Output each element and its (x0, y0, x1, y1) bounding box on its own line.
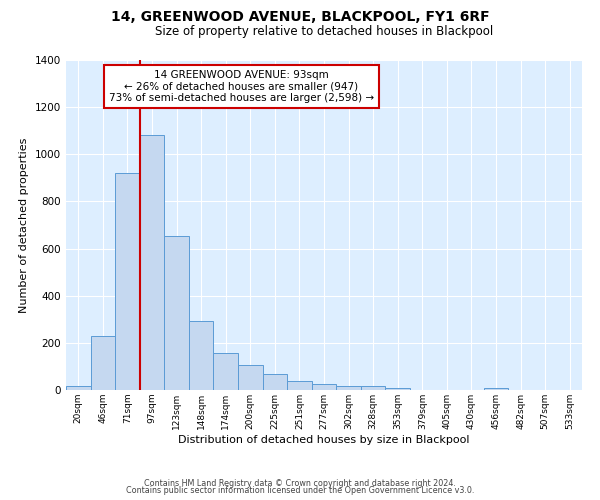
Bar (189, 321, 214, 390)
Bar (287, 382, 312, 390)
Bar (385, 388, 410, 390)
Bar (484, 388, 508, 390)
Bar (115, 173, 140, 390)
Bar (66, 386, 91, 390)
Y-axis label: Number of detached properties: Number of detached properties (19, 138, 29, 312)
Bar (164, 236, 189, 390)
Text: Contains HM Land Registry data © Crown copyright and database right 2024.: Contains HM Land Registry data © Crown c… (144, 478, 456, 488)
Bar (140, 136, 164, 390)
Text: Contains public sector information licensed under the Open Government Licence v3: Contains public sector information licen… (126, 486, 474, 495)
X-axis label: Distribution of detached houses by size in Blackpool: Distribution of detached houses by size … (178, 434, 470, 444)
Bar (361, 386, 385, 390)
Bar (336, 386, 361, 390)
Text: 14, GREENWOOD AVENUE, BLACKPOOL, FY1 6RF: 14, GREENWOOD AVENUE, BLACKPOOL, FY1 6RF (110, 10, 490, 24)
Text: 14 GREENWOOD AVENUE: 93sqm
← 26% of detached houses are smaller (947)
73% of sem: 14 GREENWOOD AVENUE: 93sqm ← 26% of deta… (109, 70, 374, 103)
Bar (91, 336, 115, 390)
Bar (263, 374, 287, 390)
Bar (214, 353, 238, 390)
Bar (238, 365, 263, 390)
Title: Size of property relative to detached houses in Blackpool: Size of property relative to detached ho… (155, 25, 493, 38)
Bar (312, 384, 336, 390)
